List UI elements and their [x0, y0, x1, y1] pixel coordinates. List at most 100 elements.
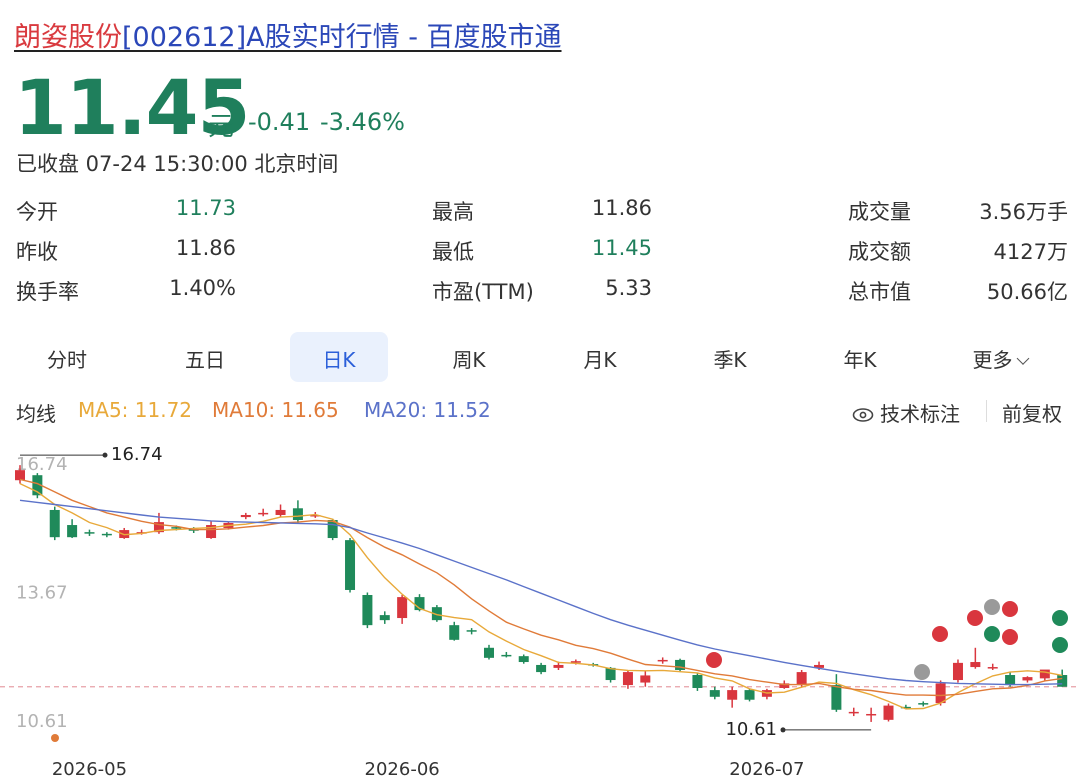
stat-value: 50.66亿 — [986, 280, 1068, 304]
tab-text: 五日 — [185, 348, 225, 372]
stat-label: 成交量 — [848, 200, 911, 224]
tab[interactable]: 分时 — [47, 344, 87, 373]
min-dot — [780, 727, 786, 733]
tool-adjust[interactable]: 前复权 — [1002, 402, 1062, 426]
x-tick-label: 2026-06 — [365, 759, 440, 780]
candle-body — [292, 508, 303, 521]
candle-body — [310, 514, 321, 517]
candle-body — [501, 654, 512, 657]
event-dot[interactable] — [967, 610, 983, 626]
candle-body — [153, 522, 164, 533]
event-dot[interactable] — [1002, 601, 1018, 617]
candle-body — [345, 540, 356, 590]
price: 11.45 — [14, 63, 250, 152]
candle-body — [744, 690, 755, 700]
candle-body — [831, 685, 842, 710]
event-dot[interactable] — [932, 626, 948, 642]
candle-body — [32, 475, 43, 496]
candle-body — [466, 630, 477, 632]
tab[interactable]: 日K — [322, 344, 355, 373]
stat-value: 4127万 — [993, 240, 1068, 264]
candle-body — [414, 597, 425, 611]
candle-body — [84, 532, 95, 534]
candle-body — [935, 683, 946, 704]
candle-body — [657, 659, 668, 662]
candle-body — [779, 683, 790, 688]
candle-body — [918, 703, 929, 705]
tab[interactable]: 更多 — [972, 344, 1030, 373]
tab[interactable]: 月K — [583, 344, 616, 373]
candle-body — [900, 706, 911, 709]
candle-body — [240, 514, 251, 518]
tab[interactable]: 年K — [843, 344, 876, 373]
x-tick-label: 2026-05 — [52, 759, 127, 780]
candle-body — [449, 625, 460, 640]
candle-body — [605, 667, 616, 681]
event-dot[interactable] — [1052, 610, 1068, 626]
stat-value: 11.45 — [591, 236, 652, 260]
tab-text: 月K — [583, 348, 617, 372]
tab-text: 更多 — [972, 348, 1013, 372]
candle-body — [15, 470, 25, 481]
event-dot[interactable] — [706, 652, 722, 668]
stat-label: 市盈(TTM) — [432, 280, 534, 304]
candle-body — [987, 667, 998, 669]
tab-text: 年K — [843, 348, 877, 372]
tab[interactable]: 季K — [713, 344, 746, 373]
stock-name[interactable]: 朗姿股份 — [14, 22, 122, 53]
ma-line — [19, 499, 1063, 686]
price-change: -0.41 — [248, 108, 311, 136]
tab-text: 周K — [452, 348, 486, 372]
stat-label: 最低 — [432, 240, 474, 264]
candle-body — [327, 520, 338, 539]
stat-value: 11.73 — [175, 196, 236, 220]
y-tick-label: 13.67 — [16, 583, 68, 604]
stat-value: 1.40% — [169, 276, 236, 300]
event-dot[interactable] — [914, 664, 930, 680]
min-label: 10.61 — [725, 719, 777, 740]
tab[interactable]: 五日 — [185, 344, 225, 373]
candle-body — [1005, 675, 1016, 686]
candle-body — [796, 672, 807, 686]
tool-annotate[interactable]: 技术标注 — [852, 398, 960, 427]
candle-body — [67, 525, 78, 538]
candle-body — [622, 672, 633, 686]
stat-value: 5.33 — [605, 276, 652, 300]
market-status: 已收盘 07-24 15:30:00 北京时间 — [16, 152, 339, 176]
candle-body — [814, 664, 825, 668]
candle-body — [970, 662, 981, 668]
y-tick-label: 16.74 — [16, 454, 68, 475]
separator — [986, 400, 987, 422]
candle-body — [675, 659, 686, 670]
price-change-pct: -3.46% — [320, 108, 405, 136]
event-dot[interactable] — [1052, 637, 1068, 653]
tab[interactable]: 周K — [452, 344, 485, 373]
candle-body — [866, 713, 877, 716]
tab-text: 分时 — [47, 348, 87, 372]
max-label: 16.74 — [111, 444, 163, 465]
candle-body — [640, 675, 651, 683]
event-markers — [51, 599, 1068, 742]
chevron — [1016, 352, 1030, 365]
candle-body — [362, 595, 373, 626]
x-tick-label: 2026-07 — [729, 759, 804, 780]
event-dot[interactable] — [1002, 629, 1018, 645]
stat-label: 换手率 — [16, 280, 79, 304]
stat-value: 11.86 — [591, 196, 652, 220]
candle-body — [727, 690, 738, 700]
title-text[interactable]: [002612]A股实时行情 - 百度股市通 — [122, 22, 562, 53]
page-title[interactable]: 朗姿股份[002612]A股实时行情 - 百度股市通 — [14, 20, 562, 56]
candle-body — [570, 661, 581, 663]
candle-body — [692, 675, 703, 688]
max-dot — [102, 452, 108, 458]
legend-item: MA20: 11.52 — [364, 398, 491, 422]
candle-body — [171, 527, 182, 529]
stat-value: 11.86 — [175, 236, 236, 260]
candle-body — [397, 597, 408, 619]
tab-text: 日K — [322, 348, 356, 372]
event-dot[interactable] — [984, 626, 1000, 642]
candle-body — [1039, 669, 1050, 679]
event-dot[interactable] — [984, 599, 1000, 615]
candle-body — [379, 615, 390, 621]
